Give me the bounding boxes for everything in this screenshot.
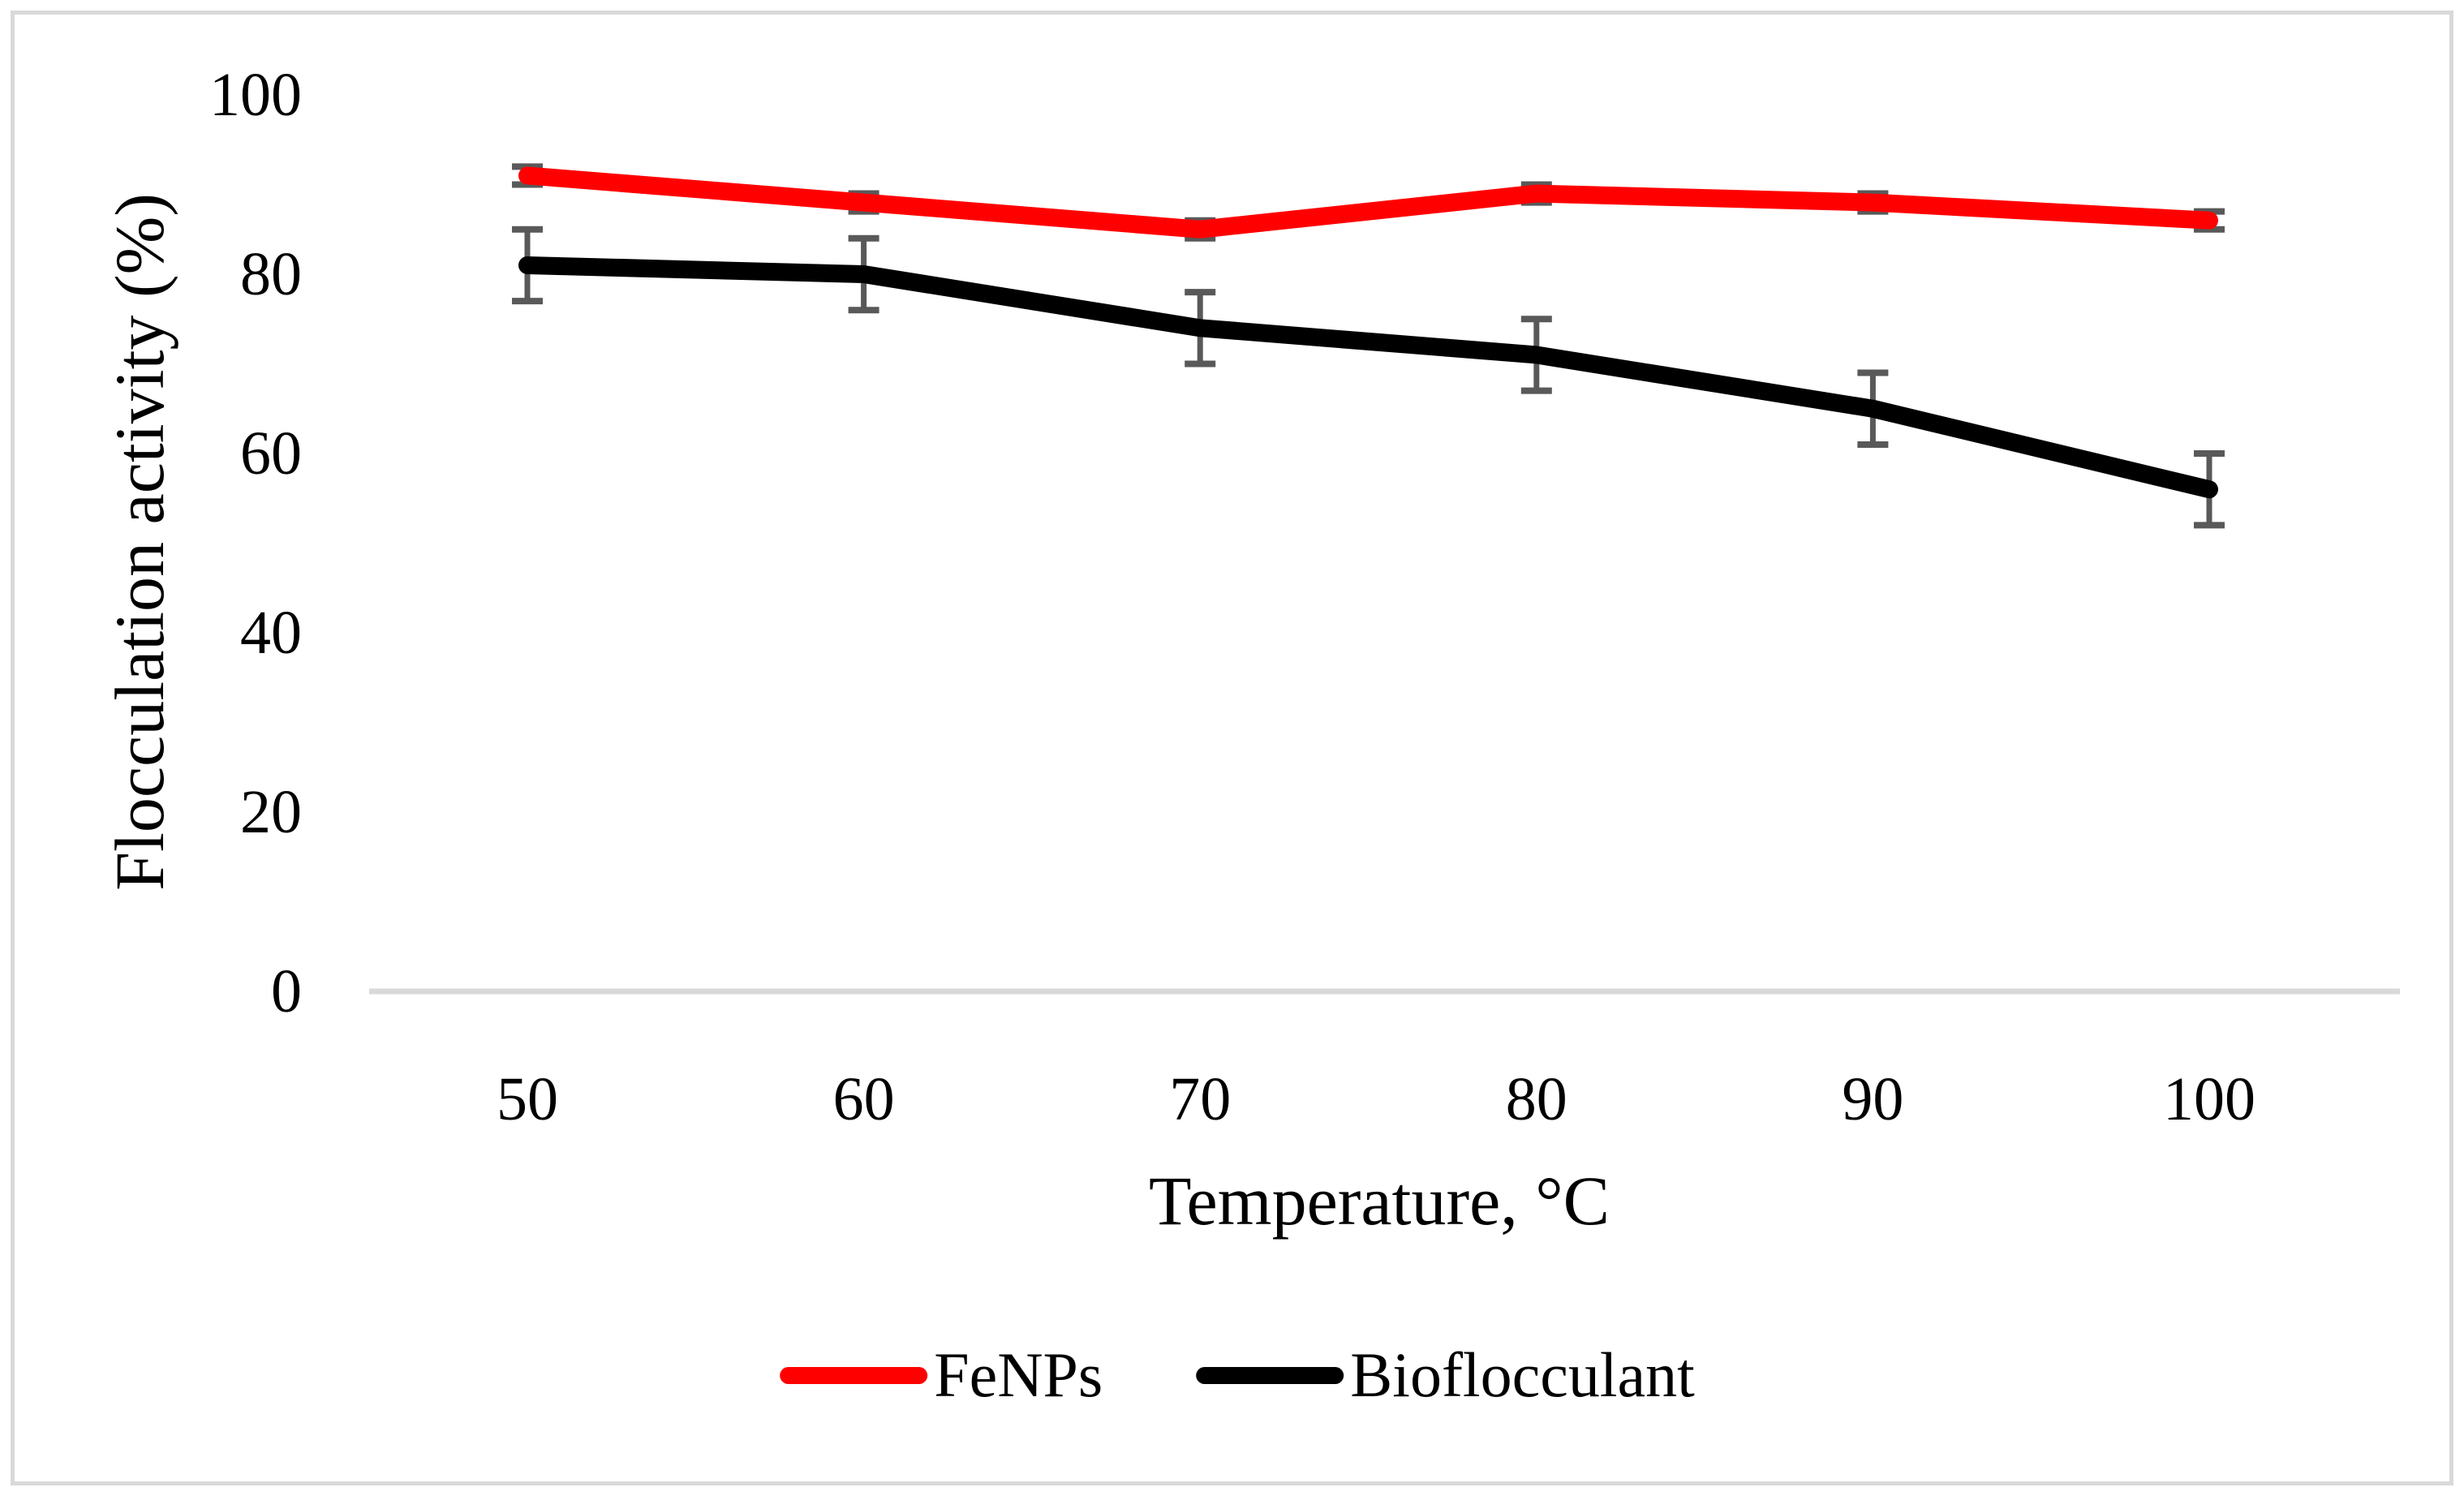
x-tick-label: 70 [1169,1065,1231,1133]
x-axis-title: Temperature, °C [1148,1162,1610,1240]
x-tick-label: 100 [2163,1065,2255,1133]
y-tick-label: 40 [240,599,302,667]
y-tick-label: 100 [209,61,302,129]
series-line-fenps [518,166,2218,239]
legend-item-bioflocculant: Bioflocculant [1196,1343,1695,1407]
x-tick-label: 60 [833,1065,895,1133]
x-tick-label: 90 [1842,1065,1903,1133]
legend-swatch-bioflocculant-line [1196,1366,1344,1384]
legend-swatch-fenps-line [780,1366,928,1384]
y-tick-label: 80 [240,240,302,308]
legend-label-bioflocculant: Bioflocculant [1350,1339,1695,1410]
legend-label-fenps: FeNPs [934,1339,1103,1410]
chart-legend: FeNPs Bioflocculant [780,1343,1695,1407]
y-tick-label: 0 [271,957,302,1025]
series-line-bioflocculant [518,256,2218,499]
y-axis-title: Flocculation activity (%) [101,193,178,891]
x-tick-label: 50 [497,1065,558,1133]
figure-border [11,11,2453,1485]
y-tick-label: 60 [240,419,302,488]
x-tick-label: 80 [1506,1065,1567,1133]
legend-item-fenps: FeNPs [780,1343,1103,1407]
y-tick-label: 20 [240,778,302,846]
